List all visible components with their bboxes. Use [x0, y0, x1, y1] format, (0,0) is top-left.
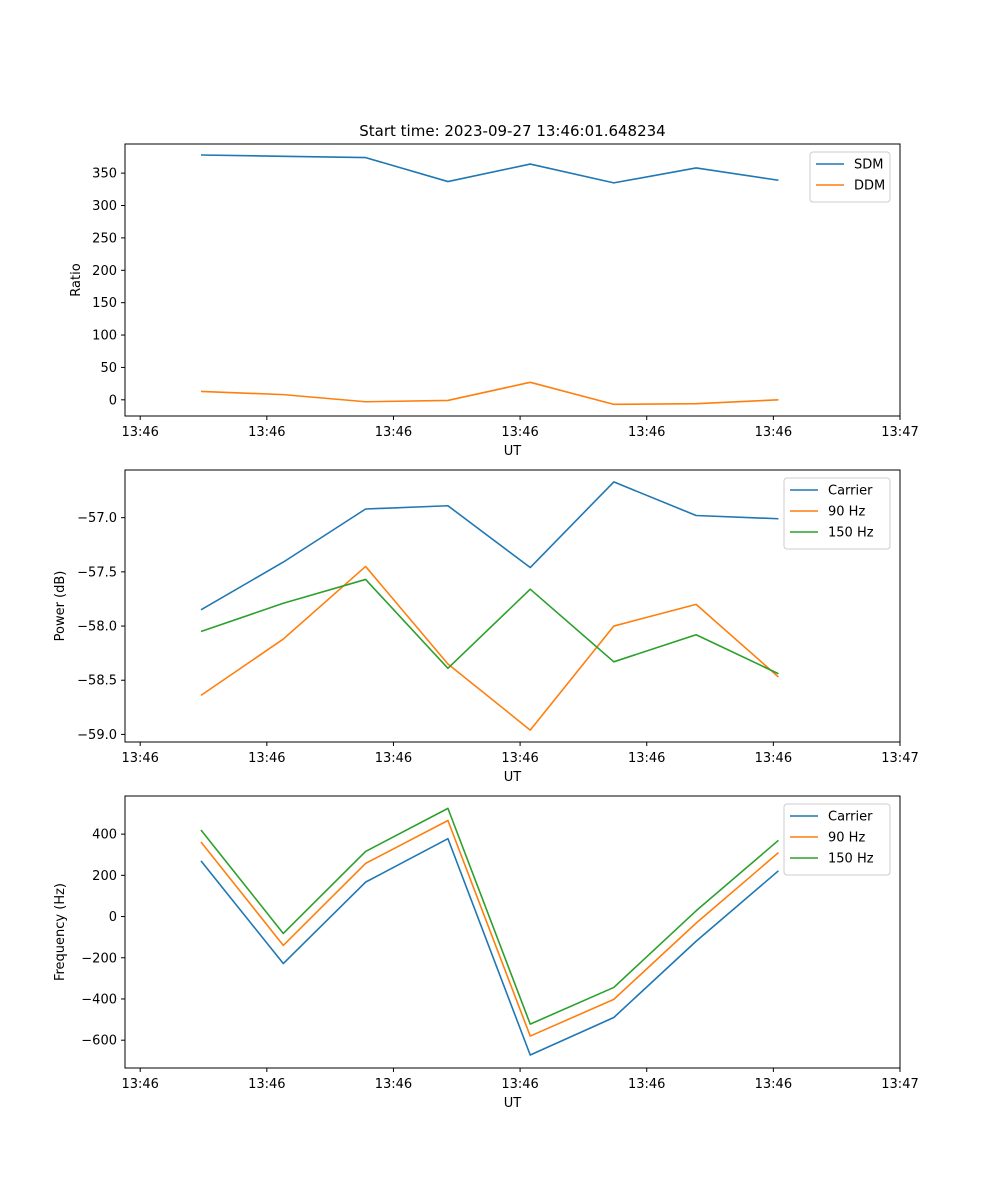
legend-label: 90 Hz [828, 831, 865, 846]
y-tick-label: −57.0 [77, 511, 117, 526]
x-tick-label: 13:46 [121, 751, 158, 766]
legend-label: 150 Hz [828, 526, 874, 541]
y-tick-label: 300 [92, 199, 117, 214]
x-tick-label: 13:47 [881, 1077, 918, 1092]
x-tick-label: 13:46 [628, 425, 665, 440]
y-tick-label: −600 [81, 1034, 117, 1049]
y-tick-label: 0 [109, 910, 117, 925]
y-tick-label: 50 [100, 361, 117, 376]
y-tick-label: 150 [92, 296, 117, 311]
chart-panel-2: 13:46 13:46 13:46 13:46 13:46 13:46 13:47 −59.0… [53, 469, 919, 785]
legend-label: Carrier [828, 484, 873, 499]
x-tick-label: 13:47 [881, 751, 918, 766]
x-tick-label: 13:46 [755, 751, 792, 766]
y-tick-label: 200 [92, 869, 117, 884]
series-line-90-hz [200, 819, 779, 1037]
x-tick-label: 13:47 [881, 425, 918, 440]
x-axis-label: UT [504, 444, 522, 459]
x-tick-label: 13:46 [375, 425, 412, 440]
legend: SDM DDM [809, 151, 891, 203]
legend-label: Carrier [828, 810, 873, 825]
x-tick-label: 13:46 [248, 1077, 285, 1092]
y-tick-label: −59.0 [77, 728, 117, 743]
x-tick-label: 13:46 [628, 1077, 665, 1092]
x-tick-label: 13:46 [501, 425, 538, 440]
series-line-carrier [200, 481, 779, 611]
y-tick-label: −400 [81, 992, 117, 1007]
y-tick-label: −58.0 [77, 620, 117, 635]
series-line-sdm [200, 154, 779, 184]
y-tick-label: 250 [92, 231, 117, 246]
legend: Carrier 90 Hz 150 Hz [783, 477, 891, 550]
legend-label: SDM [854, 158, 883, 173]
x-tick-label: 13:46 [501, 1077, 538, 1092]
plot-area [125, 144, 900, 416]
series-line-150-hz [200, 578, 779, 675]
y-tick-label: −57.5 [77, 565, 117, 580]
y-tick-label: 200 [92, 264, 117, 279]
chart-panel-1: 13:46 13:46 13:46 13:46 13:46 13:46 13:47 0 50 10… [69, 143, 919, 459]
series-line-90-hz [200, 565, 779, 731]
legend-label: DDM [854, 179, 885, 194]
legend: Carrier 90 Hz 150 Hz [783, 803, 891, 876]
x-tick-label: 13:46 [628, 751, 665, 766]
x-tick-label: 13:46 [248, 425, 285, 440]
x-tick-label: 13:46 [375, 1077, 412, 1092]
x-axis-label: UT [504, 770, 522, 785]
y-tick-label: 350 [92, 167, 117, 182]
x-tick-label: 13:46 [121, 425, 158, 440]
chart-panel-3: 13:46 13:46 13:46 13:46 13:46 13:46 13:47 −600 −… [53, 795, 919, 1111]
y-axis-label: Power (dB) [53, 571, 68, 642]
x-tick-label: 13:46 [755, 425, 792, 440]
figure-title: Start time: 2023-09-27 13:46:01.648234 [359, 122, 665, 140]
axes-frame [124, 469, 901, 743]
series-line-ddm [200, 381, 779, 406]
x-tick-label: 13:46 [375, 751, 412, 766]
x-tick-label: 13:46 [121, 1077, 158, 1092]
legend-label: 150 Hz [828, 852, 874, 867]
x-tick-label: 13:46 [755, 1077, 792, 1092]
y-axis-label: Ratio [69, 263, 84, 296]
x-tick-label: 13:46 [501, 751, 538, 766]
axes-frame [124, 795, 901, 1069]
series-line-150-hz [200, 807, 779, 1025]
y-tick-label: −58.5 [77, 674, 117, 689]
legend-label: 90 Hz [828, 505, 865, 520]
series-line-carrier [200, 837, 779, 1056]
y-tick-label: −200 [81, 951, 117, 966]
y-axis-label: Frequency (Hz) [53, 883, 68, 981]
y-tick-label: 0 [109, 393, 117, 408]
x-tick-label: 13:46 [248, 751, 285, 766]
y-tick-label: 100 [92, 329, 117, 344]
plot-area [125, 796, 900, 1068]
x-axis-label: UT [504, 1096, 522, 1111]
axes-frame [124, 143, 901, 417]
y-tick-label: 400 [92, 828, 117, 843]
